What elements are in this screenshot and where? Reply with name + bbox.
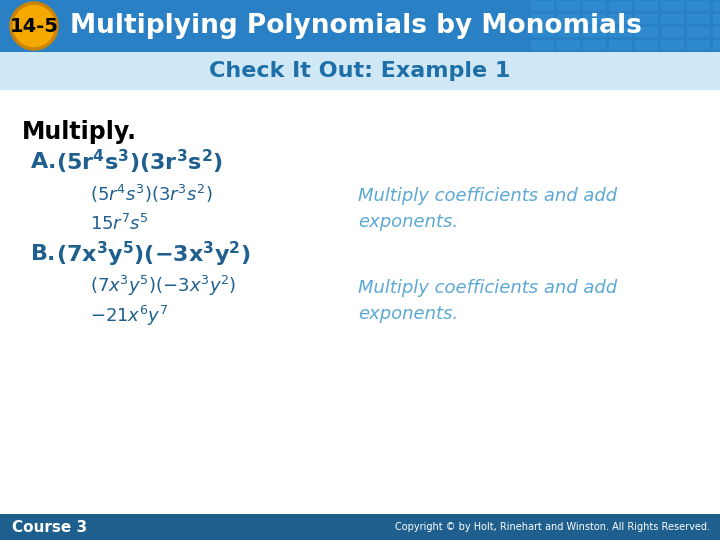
Bar <box>583 40 606 50</box>
Bar <box>635 27 658 37</box>
Bar <box>713 40 720 50</box>
Text: Multiply.: Multiply. <box>22 120 137 144</box>
Bar <box>661 40 684 50</box>
Bar <box>609 40 632 50</box>
Text: $15r^7s^5$: $15r^7s^5$ <box>90 214 149 234</box>
Bar <box>0 0 720 52</box>
Text: Check It Out: Example 1: Check It Out: Example 1 <box>210 61 510 81</box>
Text: $\mathbf{B.}$: $\mathbf{B.}$ <box>30 244 55 264</box>
Bar <box>557 1 580 11</box>
Bar <box>0 52 720 514</box>
Text: 14-5: 14-5 <box>9 17 58 36</box>
Bar <box>557 40 580 50</box>
Bar <box>609 14 632 24</box>
Bar <box>687 14 710 24</box>
Bar <box>713 14 720 24</box>
Bar <box>661 1 684 11</box>
Bar <box>713 1 720 11</box>
Text: Course 3: Course 3 <box>12 519 87 535</box>
Text: $\mathbf{A.}$: $\mathbf{A.}$ <box>30 152 55 172</box>
Bar <box>557 27 580 37</box>
Circle shape <box>11 3 57 49</box>
Text: Multiply coefficients and add
exponents.: Multiply coefficients and add exponents. <box>358 279 617 323</box>
Bar <box>635 40 658 50</box>
Bar <box>531 1 554 11</box>
Bar <box>583 14 606 24</box>
Bar <box>635 14 658 24</box>
Bar <box>583 27 606 37</box>
Bar <box>0 514 720 540</box>
Bar <box>583 1 606 11</box>
Bar <box>661 14 684 24</box>
Text: $\bf{(7x^3y^5)(-3x^3y^2)}$: $\bf{(7x^3y^5)(-3x^3y^2)}$ <box>56 239 251 268</box>
Bar <box>713 27 720 37</box>
Text: $(5r^4s^3)(3r^3s^2)$: $(5r^4s^3)(3r^3s^2)$ <box>90 183 212 205</box>
Bar <box>0 52 720 90</box>
Text: $(7x^3y^5)(-3x^3y^2)$: $(7x^3y^5)(-3x^3y^2)$ <box>90 274 236 298</box>
Text: $\bf{(5r^4s^3)(3r^3s^2)}$: $\bf{(5r^4s^3)(3r^3s^2)}$ <box>56 148 222 176</box>
Text: Copyright © by Holt, Rinehart and Winston. All Rights Reserved.: Copyright © by Holt, Rinehart and Winsto… <box>395 522 710 532</box>
Bar <box>661 27 684 37</box>
Bar <box>609 27 632 37</box>
Text: Multiply coefficients and add
exponents.: Multiply coefficients and add exponents. <box>358 187 617 231</box>
Bar <box>635 1 658 11</box>
Text: Multiplying Polynomials by Monomials: Multiplying Polynomials by Monomials <box>70 13 642 39</box>
Bar <box>687 1 710 11</box>
Bar <box>531 14 554 24</box>
Bar <box>557 14 580 24</box>
Bar <box>531 40 554 50</box>
Text: $-21x^6y^7$: $-21x^6y^7$ <box>90 304 168 328</box>
Bar <box>687 27 710 37</box>
Bar <box>687 40 710 50</box>
Bar <box>531 27 554 37</box>
Bar <box>609 1 632 11</box>
